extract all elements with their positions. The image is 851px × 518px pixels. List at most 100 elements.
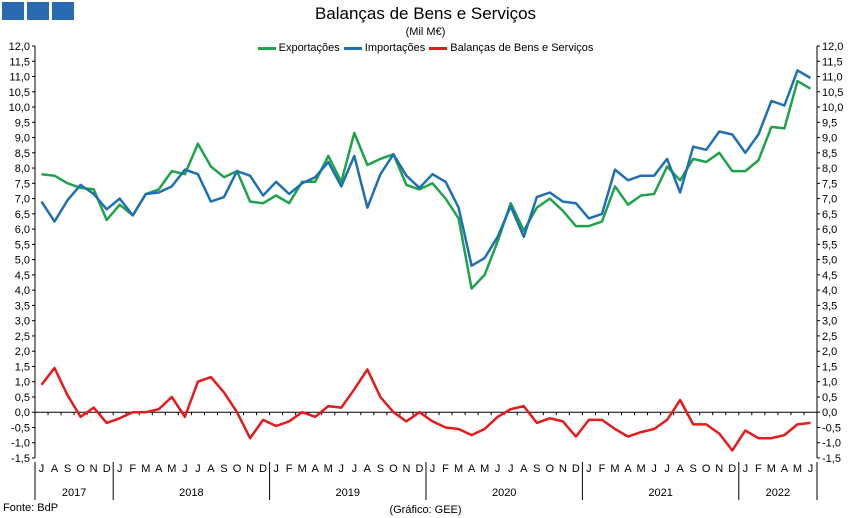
x-tick-label-month: N	[90, 463, 98, 475]
x-tick-label-month: F	[442, 463, 449, 475]
x-tick-label-month: M	[610, 463, 619, 475]
legend-item-exportacoes: Exportações	[257, 42, 340, 54]
x-tick-label-month: S	[220, 463, 227, 475]
y-tick-label-left: 6,5	[15, 209, 30, 221]
y-tick-label-left: 11,0	[9, 72, 30, 84]
y-tick-label-left: 2,5	[15, 331, 30, 343]
y-tick-label-right: 12,0	[822, 41, 843, 53]
x-tick-label-month: M	[298, 463, 307, 475]
y-tick-label-right: 1,0	[822, 377, 837, 389]
y-tick-label-right: 4,5	[822, 270, 837, 282]
y-tick-label-left: 5,0	[15, 255, 30, 267]
y-tick-label-right: 0,0	[822, 407, 837, 419]
y-tick-label-left: 10,5	[9, 87, 30, 99]
y-tick-label-right: 8,5	[822, 148, 837, 160]
chart-title: Balanças de Bens e Serviços	[314, 4, 537, 23]
x-tick-label-month: F	[286, 463, 293, 475]
x-tick-label-month: J	[195, 463, 201, 475]
x-tick-label-month: A	[520, 463, 528, 475]
series-line-1	[40, 69, 812, 267]
y-tick-label-left: -1,0	[11, 438, 30, 450]
y-tick-label-left: 9,0	[15, 133, 30, 145]
y-tick-label-left: -1,5	[11, 453, 30, 465]
x-tick-label-month: A	[624, 463, 632, 475]
y-tick-label-right: 6,0	[822, 224, 837, 236]
x-tick-label-year: 2019	[336, 487, 360, 499]
y-tick-label-right: 6,5	[822, 209, 837, 221]
x-tick-label-month: J	[182, 463, 188, 475]
x-tick-label-month: M	[793, 463, 802, 475]
x-tick-label-month: J	[273, 463, 279, 475]
y-tick-label-left: 5,5	[15, 239, 30, 251]
y-tick-label-right: 9,0	[822, 133, 837, 145]
x-tick-label-month: F	[129, 463, 136, 475]
gee-logo	[2, 2, 74, 20]
x-tick-label-month: N	[559, 463, 567, 475]
y-tick-label-left: 2,0	[15, 346, 30, 358]
x-tick-label-month: N	[715, 463, 723, 475]
y-tick-label-left: 1,5	[15, 361, 30, 373]
y-tick-label-right: 8,0	[822, 163, 837, 175]
x-tick-label-month: O	[702, 463, 711, 475]
y-tick-label-right: 3,5	[822, 300, 837, 312]
x-tick-label-month: N	[402, 463, 410, 475]
x-tick-label-year: 2020	[492, 487, 516, 499]
x-tick-label-month: A	[51, 463, 59, 475]
x-tick-label-month: F	[599, 463, 606, 475]
x-tick-label-year: 2017	[62, 487, 86, 499]
x-tick-label-month: J	[39, 463, 45, 475]
x-tick-label-month: D	[103, 463, 111, 475]
x-tick-label-year: 2021	[648, 487, 672, 499]
y-tick-label-right: -1,0	[822, 438, 841, 450]
logo-block	[52, 2, 74, 20]
x-tick-label-month: O	[76, 463, 85, 475]
x-tick-label-month: J	[117, 463, 123, 475]
y-tick-label-right: 7,0	[822, 194, 837, 206]
y-tick-label-left: 6,0	[15, 224, 30, 236]
x-tick-label-month: J	[339, 463, 345, 475]
x-tick-label-month: M	[141, 463, 150, 475]
x-tick-label-month: A	[676, 463, 684, 475]
y-tick-label-right: 4,0	[822, 285, 837, 297]
y-tick-label-right: 5,5	[822, 239, 837, 251]
series-line-2	[40, 366, 811, 452]
x-tick-label-month: J	[430, 463, 436, 475]
chart-legend: Exportações Importações Balanças de Bens…	[0, 42, 851, 54]
y-tick-label-left: 0,0	[15, 407, 30, 419]
y-tick-label-left: 1,0	[15, 377, 30, 389]
y-tick-label-right: -0,5	[822, 422, 841, 434]
y-tick-label-right: 10,5	[822, 87, 843, 99]
logo-block	[2, 2, 24, 20]
legend-item-importacoes: Importações	[343, 42, 426, 54]
x-tick-label-month: M	[636, 463, 645, 475]
y-tick-label-left: 4,5	[15, 270, 30, 282]
x-tick-label-month: D	[572, 463, 580, 475]
x-tick-label-month: J	[586, 463, 592, 475]
x-tick-label-month: J	[743, 463, 749, 475]
y-tick-label-right: 10,0	[822, 102, 843, 114]
y-tick-label-right: 11,5	[822, 56, 843, 68]
x-tick-label-month: S	[690, 463, 697, 475]
y-tick-label-right: -1,5	[822, 453, 841, 465]
y-tick-label-left: 3,5	[15, 300, 30, 312]
x-tick-label-month: S	[377, 463, 384, 475]
credit-note: (Gráfico: GEE)	[389, 504, 462, 516]
x-tick-label-month: A	[468, 463, 476, 475]
y-tick-label-right: 11,0	[822, 72, 843, 84]
y-tick-label-right: 0,5	[822, 392, 837, 404]
y-tick-label-left: 0,5	[15, 392, 30, 404]
y-tick-label-left: 7,0	[15, 194, 30, 206]
x-tick-label-month: A	[364, 463, 372, 475]
source-note: Fonte: BdP	[3, 502, 59, 514]
y-tick-label-left: 11,5	[9, 56, 30, 68]
x-tick-label-month: M	[167, 463, 176, 475]
x-tick-label-month: J	[495, 463, 501, 475]
y-tick-label-right: 7,5	[822, 178, 837, 190]
x-tick-label-month: J	[508, 463, 514, 475]
x-tick-label-month: F	[755, 463, 762, 475]
x-tick-label-month: A	[312, 463, 320, 475]
legend-swatch-balanca	[429, 46, 448, 50]
legend-label-importacoes: Importações	[364, 42, 426, 54]
y-tick-label-right: 1,5	[822, 361, 837, 373]
